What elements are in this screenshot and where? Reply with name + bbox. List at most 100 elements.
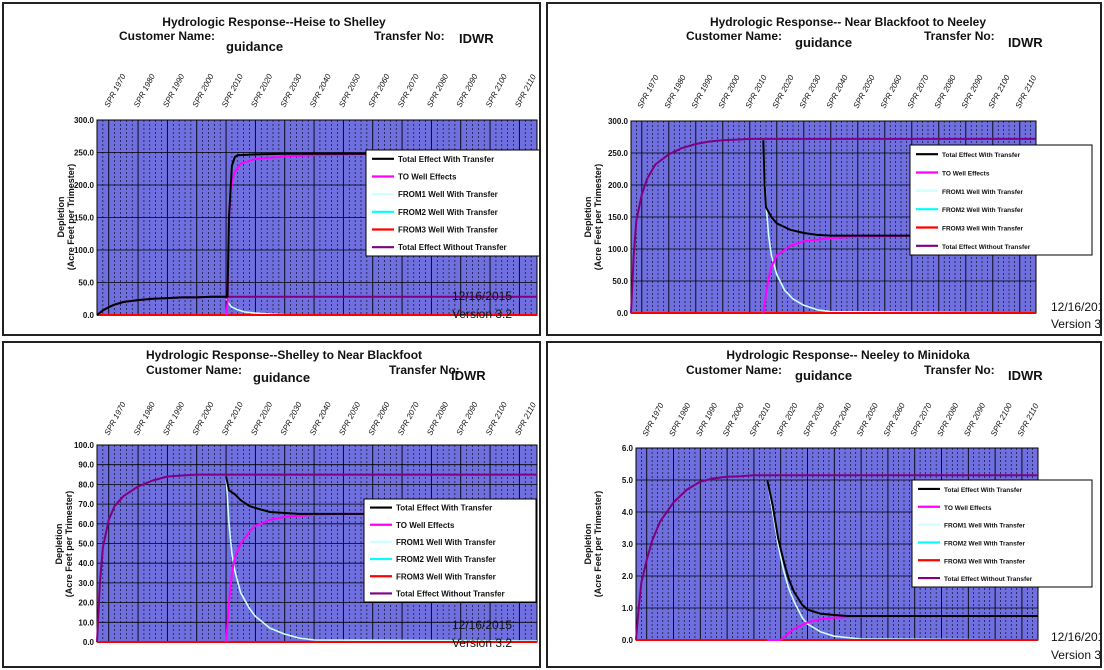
legend-entry: FROM3 Well With Transfer bbox=[398, 226, 498, 235]
chart-date: 12/16/2015 bbox=[452, 618, 512, 632]
y-axis-label: Depletion(Acre Feet per Trimester) bbox=[583, 164, 603, 271]
legend-entry: Total Effect With Transfer bbox=[398, 155, 494, 164]
chart-version: Version 3.2 bbox=[452, 636, 512, 650]
x-tick-label: SPR 2110 bbox=[513, 401, 538, 437]
chart-svg: Hydrologic Response-- Near Blackfoot to … bbox=[583, 15, 1100, 331]
x-tick-label: SPR 2040 bbox=[825, 73, 850, 110]
x-tick-label: SPR 2070 bbox=[906, 73, 931, 110]
x-tick-label: SPR 2080 bbox=[425, 400, 450, 437]
x-tick-label: SPR 2090 bbox=[455, 400, 480, 437]
chart-svg: Hydrologic Response--Shelley to Near Bla… bbox=[54, 348, 538, 650]
transfer-no-value: IDWR bbox=[1008, 368, 1043, 383]
legend-entry: TO Well Effects bbox=[944, 505, 992, 512]
x-tick-label: SPR 2050 bbox=[337, 72, 362, 109]
y-tick-label: 200.0 bbox=[608, 181, 629, 190]
x-tick-label: SPR 1980 bbox=[663, 73, 688, 110]
x-tick-label: SPR 2000 bbox=[717, 73, 742, 110]
series-total-with-transfer bbox=[96, 152, 537, 316]
legend-entry: FROM3 Well With Transfer bbox=[942, 226, 1024, 233]
x-tick-label: SPR 2020 bbox=[775, 401, 800, 438]
y-tick-label: 60.0 bbox=[78, 520, 94, 529]
legend-entry: FROM1 Well With Transfer bbox=[944, 523, 1026, 530]
legend-box bbox=[363, 498, 537, 603]
x-tick-label: SPR 2020 bbox=[249, 400, 274, 437]
y-tick-label: 0.0 bbox=[622, 636, 634, 645]
customer-name-value: guidance bbox=[795, 35, 852, 50]
legend-entry: FROM2 Well With Transfer bbox=[398, 208, 498, 217]
x-tick-label: SPR 2030 bbox=[801, 401, 826, 438]
x-tick-label: SPR 2010 bbox=[220, 72, 245, 109]
legend-entry: Total Effect With Transfer bbox=[944, 487, 1023, 494]
y-tick-label: 10.0 bbox=[78, 618, 94, 627]
x-tick-label: SPR 2090 bbox=[960, 73, 985, 110]
chart-date: 12/16/2015 bbox=[1051, 300, 1100, 314]
y-axis-label: Depletion(Acre Feet per Trimester) bbox=[56, 164, 76, 271]
x-tick-label: SPR 2100 bbox=[989, 401, 1014, 438]
legend-box bbox=[911, 479, 1093, 588]
x-tick-label: SPR 2000 bbox=[191, 72, 216, 109]
y-tick-label: 300.0 bbox=[608, 117, 629, 126]
chart-version: Version 3.2 bbox=[1051, 648, 1100, 662]
x-tick-label: SPR 2110 bbox=[513, 73, 538, 109]
x-tick-label: SPR 2050 bbox=[855, 401, 880, 438]
transfer-no-label: Transfer No: bbox=[374, 29, 445, 43]
y-tick-label: 40.0 bbox=[78, 559, 94, 568]
x-tick-label: SPR 2020 bbox=[771, 73, 796, 110]
x-tick-label: SPR 2080 bbox=[425, 72, 450, 109]
y-axis-label: Depletion(Acre Feet per Trimester) bbox=[54, 491, 74, 598]
chart-svg: Hydrologic Response-- Neeley to Minidoka… bbox=[583, 348, 1100, 662]
y-tick-label: 1.0 bbox=[622, 604, 634, 613]
chart-panel-heise-shelley: Hydrologic Response--Heise to Shelley Cus… bbox=[2, 2, 541, 336]
y-tick-label: 250.0 bbox=[608, 149, 629, 158]
x-tick-label: SPR 1970 bbox=[103, 400, 128, 437]
legend-entry: Total Effect Without Transfer bbox=[398, 243, 507, 252]
chart-title: Hydrologic Response-- Neeley to Minidoka bbox=[726, 348, 970, 362]
transfer-no-label: Transfer No: bbox=[924, 363, 995, 377]
legend-entry: Total Effect Without Transfer bbox=[944, 576, 1033, 583]
x-tick-label: SPR 2090 bbox=[455, 72, 480, 109]
x-tick-label: SPR 2040 bbox=[308, 400, 333, 437]
series-from1-well bbox=[225, 476, 538, 642]
x-tick-label: SPR 2040 bbox=[828, 401, 853, 438]
legend-entry: FROM2 Well With Transfer bbox=[396, 555, 496, 564]
y-tick-label: 4.0 bbox=[622, 508, 634, 517]
x-tick-label: SPR 2030 bbox=[279, 400, 304, 437]
series-from1-well bbox=[766, 479, 1039, 641]
x-tick-label: SPR 2050 bbox=[852, 73, 877, 110]
x-tick-label: SPR 1970 bbox=[636, 73, 661, 110]
x-tick-label: SPR 2100 bbox=[484, 72, 509, 109]
legend-entry: TO Well Effects bbox=[398, 173, 457, 182]
y-tick-label: 0.0 bbox=[83, 638, 95, 647]
y-tick-label: 5.0 bbox=[622, 476, 634, 485]
chart-title: Hydrologic Response-- Near Blackfoot to … bbox=[710, 15, 986, 29]
series-total-with-transfer bbox=[225, 476, 537, 515]
legend-entry: Total Effect With Transfer bbox=[942, 152, 1021, 159]
series-total-with-transfer bbox=[762, 140, 1036, 237]
chart-title: Hydrologic Response--Heise to Shelley bbox=[162, 15, 386, 29]
legend-entry: Total Effect Without Transfer bbox=[942, 244, 1031, 251]
x-tick-label: SPR 2060 bbox=[882, 401, 907, 438]
chart-date: 12/16/2015 bbox=[452, 289, 512, 303]
chart-version: Version 3.2 bbox=[1051, 317, 1100, 331]
x-tick-label: SPR 2010 bbox=[744, 73, 769, 110]
y-tick-label: 150.0 bbox=[608, 213, 629, 222]
customer-name-label: Customer Name: bbox=[119, 29, 215, 43]
x-tick-label: SPR 1990 bbox=[161, 400, 186, 437]
y-tick-label: 6.0 bbox=[622, 444, 634, 453]
x-tick-label: SPR 2040 bbox=[308, 72, 333, 109]
chart-panel-blackfoot-neeley: Hydrologic Response-- Near Blackfoot to … bbox=[546, 2, 1102, 336]
x-tick-label: SPR 2010 bbox=[748, 401, 773, 438]
x-tick-label: SPR 2070 bbox=[396, 72, 421, 109]
customer-name-value: guidance bbox=[795, 368, 852, 383]
customer-name-value: guidance bbox=[253, 370, 310, 385]
legend-box bbox=[365, 149, 539, 257]
y-tick-label: 100.0 bbox=[74, 246, 95, 255]
x-tick-label: SPR 2050 bbox=[337, 400, 362, 437]
y-tick-label: 30.0 bbox=[78, 579, 94, 588]
series-total-with-transfer bbox=[766, 479, 1038, 617]
legend-entry: FROM3 Well With Transfer bbox=[944, 558, 1026, 565]
customer-name-label: Customer Name: bbox=[686, 29, 782, 43]
chart-panel-shelley-blackfoot: Hydrologic Response--Shelley to Near Bla… bbox=[2, 341, 541, 668]
y-tick-label: 0.0 bbox=[83, 311, 95, 320]
y-tick-label: 300.0 bbox=[74, 116, 95, 125]
